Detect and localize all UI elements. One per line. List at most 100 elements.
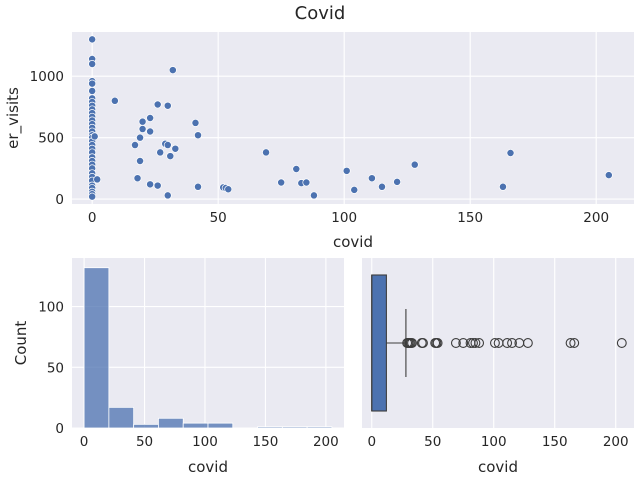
scatter-point — [153, 181, 162, 190]
scatter-point — [277, 178, 286, 187]
histogram-y-axis-label: Count — [12, 321, 30, 366]
histogram-panel: 0 50 100 150 200 0 50 100 covid Count — [12, 258, 344, 476]
scatter-point — [194, 131, 202, 140]
histogram-x-tick-label: 0 — [80, 434, 89, 450]
histogram-y-tick-label: 0 — [55, 421, 64, 437]
scatter-point — [146, 127, 155, 136]
scatter-point — [350, 185, 359, 194]
scatter-point — [163, 141, 172, 149]
boxplot-outlier — [470, 338, 481, 348]
scatter-point — [224, 185, 233, 194]
boxplot-x-tick-label: 0 — [367, 434, 376, 450]
histogram-y-tick-label: 50 — [47, 360, 64, 376]
chart-title: Covid — [295, 3, 346, 24]
scatter-point — [138, 117, 147, 126]
scatter-point — [194, 182, 202, 191]
histogram-bars — [83, 267, 333, 429]
scatter-point — [342, 166, 351, 175]
histogram-x-tick-label: 150 — [253, 434, 279, 450]
histogram-ticks: 0 50 100 150 200 0 50 100 — [38, 300, 339, 450]
top-plot-area — [72, 32, 634, 204]
boxplot-outlier — [418, 338, 428, 348]
boxplot-x-axis-label: covid — [478, 458, 518, 476]
histogram-x-axis-label: covid — [188, 458, 228, 476]
scatter-point — [604, 171, 613, 180]
scatter-point — [93, 175, 102, 184]
scatter-point — [133, 174, 142, 183]
histogram-bar — [306, 426, 333, 429]
scatter-point — [110, 96, 119, 105]
boxplot-outlier — [565, 338, 576, 348]
boxplot-outlier — [569, 338, 580, 348]
scatter-point — [163, 191, 172, 200]
scatter-point — [499, 182, 507, 191]
histogram-bar — [83, 267, 110, 429]
scatter-point — [166, 152, 175, 161]
boxplot-outlier — [502, 338, 513, 348]
boxplot-outlier — [616, 338, 627, 348]
top-x-tick-label: 0 — [88, 210, 97, 226]
top-x-tick-label: 200 — [583, 210, 609, 226]
boxplot-outlier — [490, 338, 500, 348]
top-x-tick-label: 50 — [210, 210, 227, 226]
histogram-bar — [182, 422, 209, 429]
histogram-bar — [158, 417, 184, 429]
boxplot-x-tick-label: 50 — [424, 434, 441, 450]
histogram-bar — [133, 423, 159, 429]
boxplot-panel: 0 50 100 150 200 covid — [362, 258, 634, 476]
top-x-tick-label: 150 — [457, 210, 483, 226]
histogram-x-tick-label: 50 — [136, 434, 153, 450]
scatter-point — [131, 141, 139, 149]
top-y-tick-label: 1000 — [30, 69, 64, 85]
top-x-tick-label: 100 — [331, 210, 357, 226]
scatter-point — [171, 144, 180, 153]
boxplot-outlier — [432, 338, 443, 348]
scatter-point — [410, 160, 419, 169]
scatter-point — [156, 148, 165, 157]
scatter-point — [90, 132, 99, 141]
scatter-point — [88, 79, 97, 88]
histogram-plot-area — [72, 258, 344, 428]
top-x-axis-label: covid — [333, 233, 373, 251]
scatter-point — [378, 182, 386, 191]
top-ticks: 0 50 100 150 200 0 500 1000 — [30, 69, 609, 226]
boxplot-ticks: 0 50 100 150 200 — [367, 434, 628, 450]
histogram-x-tick-label: 100 — [192, 434, 218, 450]
top-y-tick-label: 0 — [55, 192, 64, 208]
histogram-bar — [281, 426, 308, 429]
scatter-point — [168, 66, 177, 75]
scatter-point — [262, 148, 271, 157]
scatter-point — [367, 174, 376, 183]
scatter-point — [138, 125, 147, 134]
scatter-point — [88, 192, 97, 201]
histogram-bar — [108, 406, 135, 429]
scatter-point — [146, 180, 155, 189]
scatter-point — [292, 165, 301, 173]
top-y-tick-label: 500 — [38, 131, 64, 147]
scatter-point — [153, 100, 162, 109]
scatter-point — [136, 157, 144, 165]
scatter-point — [302, 178, 311, 187]
scatter-point — [88, 59, 97, 68]
boxplot-x-tick-label: 100 — [481, 434, 507, 450]
boxplot-outlier — [468, 338, 478, 348]
top-y-axis-label: er_visits — [4, 87, 23, 149]
scatter-point — [506, 149, 515, 157]
boxplot-outlier — [474, 338, 485, 348]
boxplot-x-tick-label: 200 — [603, 434, 629, 450]
histogram-bar — [257, 426, 283, 429]
boxplot-x-tick-label: 150 — [542, 434, 568, 450]
top-grid — [72, 32, 634, 204]
scatter-point — [88, 35, 97, 44]
scatter-point — [309, 191, 318, 200]
boxplot-outlier — [407, 338, 417, 348]
scatter-point — [191, 118, 200, 127]
boxplot-outlier — [450, 338, 461, 348]
scatter-point — [146, 114, 155, 122]
boxplot-box — [371, 274, 387, 412]
scatter-point — [163, 101, 172, 110]
scatter-point — [393, 177, 402, 186]
histogram-x-tick-label: 200 — [313, 434, 339, 450]
boxplot-shapes — [371, 274, 627, 412]
